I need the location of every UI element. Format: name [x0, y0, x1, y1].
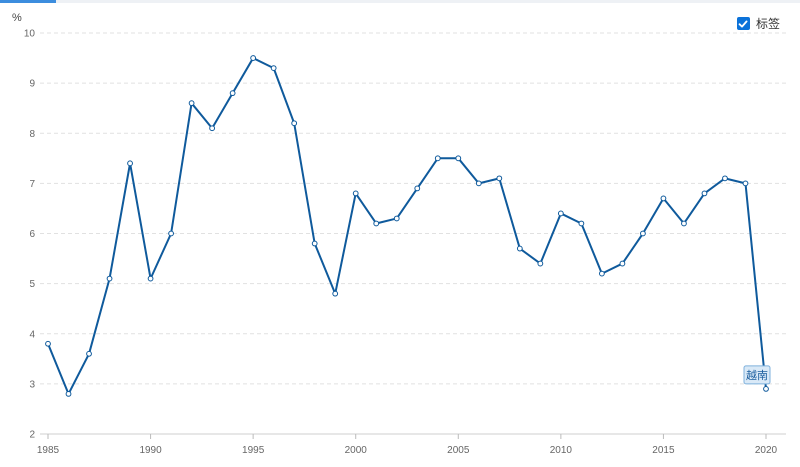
- x-tick-label-2010: 2010: [550, 445, 573, 456]
- data-point-2008[interactable]: [516, 245, 523, 252]
- y-tick-label-3: 3: [29, 379, 35, 390]
- y-tick-label-8: 8: [29, 129, 35, 140]
- label-toggle[interactable]: 标签: [736, 15, 780, 32]
- data-point-1998[interactable]: [311, 240, 318, 247]
- y-tick-labels: 2 3 4 5 6 7 8 9 10: [24, 29, 36, 441]
- y-tick-label-5: 5: [29, 279, 35, 290]
- data-point-2012[interactable]: [598, 270, 605, 277]
- data-point-2017[interactable]: [701, 190, 708, 197]
- end-label-text: 越南: [746, 368, 768, 382]
- data-point-2001[interactable]: [373, 220, 380, 227]
- y-tick-label-2: 2: [29, 430, 35, 441]
- data-point-1993[interactable]: [209, 125, 216, 132]
- y-tick-label-9: 9: [29, 79, 35, 90]
- x-tick-label-2015: 2015: [652, 445, 675, 456]
- data-point-1992[interactable]: [188, 100, 195, 107]
- data-point-2005[interactable]: [455, 155, 462, 162]
- x-tick-label-1985: 1985: [37, 445, 60, 456]
- grid-lines: [40, 32, 786, 435]
- data-point-2004[interactable]: [434, 155, 441, 162]
- data-point-2013[interactable]: [619, 260, 626, 267]
- data-point-2007[interactable]: [496, 175, 503, 182]
- data-point-1990[interactable]: [147, 275, 154, 282]
- x-tick-label-2005: 2005: [447, 445, 470, 456]
- data-point-2000[interactable]: [352, 190, 359, 197]
- data-point-2015[interactable]: [660, 195, 667, 202]
- data-point-2010[interactable]: [557, 210, 564, 217]
- x-tick-label-2000: 2000: [345, 445, 368, 456]
- data-point-2011[interactable]: [578, 220, 585, 227]
- y-tick-label-10: 10: [24, 29, 36, 40]
- end-label-box: [743, 365, 771, 385]
- data-point-1985[interactable]: [45, 340, 51, 347]
- data-point-2018[interactable]: [722, 175, 728, 182]
- x-tick-label-2020: 2020: [755, 445, 778, 456]
- data-point-1994[interactable]: [229, 90, 236, 97]
- x-tick-label-1995: 1995: [242, 445, 265, 456]
- y-axis-unit: %: [12, 12, 22, 24]
- data-point-1989[interactable]: [127, 160, 133, 167]
- y-tick-label-7: 7: [29, 179, 35, 190]
- data-point-2020[interactable]: [763, 385, 769, 392]
- data-point-1988[interactable]: [106, 275, 113, 282]
- data-point-2002[interactable]: [393, 215, 400, 222]
- data-point-2016[interactable]: [681, 220, 687, 227]
- data-point-2019[interactable]: [742, 180, 749, 187]
- data-point-1986[interactable]: [65, 391, 72, 397]
- series-layer: [45, 55, 769, 397]
- data-point-2014[interactable]: [640, 230, 646, 237]
- checkbox-checked-icon[interactable]: [736, 17, 750, 30]
- data-point-1995[interactable]: [250, 55, 257, 61]
- x-tick-label-1990: 1990: [139, 445, 162, 456]
- label-toggle-text[interactable]: 标签: [755, 17, 780, 31]
- data-point-1996[interactable]: [270, 65, 277, 71]
- series-line-0: [47, 57, 767, 395]
- data-point-2003[interactable]: [414, 185, 421, 192]
- data-point-1991[interactable]: [168, 230, 174, 237]
- x-tick-labels: 1985 1990 1995 2000 2005 2010 2015 2020: [37, 434, 778, 456]
- data-point-1997[interactable]: [291, 120, 298, 127]
- data-point-2009[interactable]: [537, 260, 544, 267]
- y-tick-label-4: 4: [29, 329, 35, 340]
- y-tick-label-6: 6: [29, 229, 35, 240]
- active-tab-indicator[interactable]: [0, 0, 56, 3]
- data-point-1999[interactable]: [332, 290, 339, 297]
- top-tab-strip: [0, 0, 800, 3]
- data-point-1987[interactable]: [86, 350, 92, 357]
- series-end-label: 越南: [743, 365, 771, 385]
- data-point-2006[interactable]: [475, 180, 482, 187]
